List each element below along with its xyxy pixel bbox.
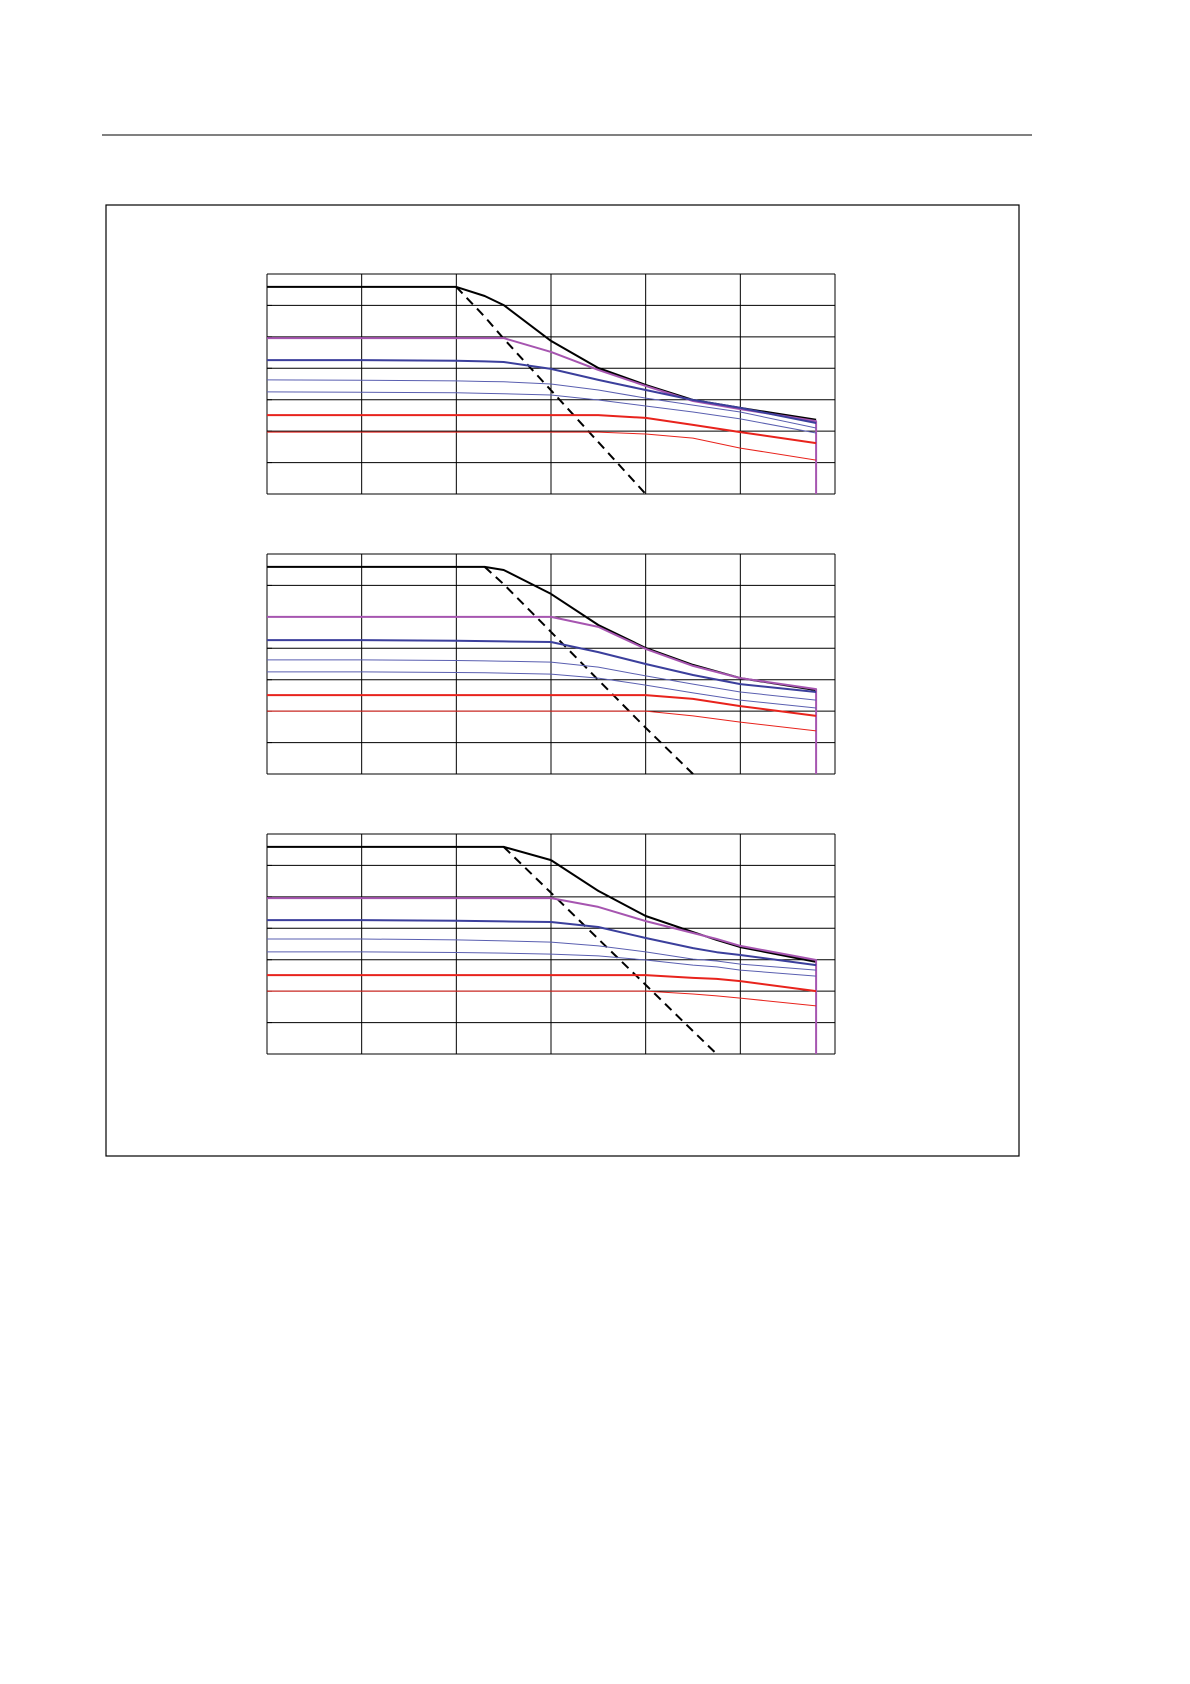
data-line <box>503 846 718 1055</box>
data-line <box>267 359 817 424</box>
data-line <box>266 379 817 429</box>
data-line <box>267 431 817 461</box>
data-line <box>267 694 817 717</box>
data-line <box>484 566 694 775</box>
data-line <box>267 990 817 1007</box>
data-line <box>267 414 817 445</box>
data-line <box>267 639 817 693</box>
data-line <box>266 391 817 434</box>
data-line <box>267 710 817 732</box>
data-line <box>267 951 817 977</box>
data-line <box>267 938 817 971</box>
data-line <box>267 671 817 709</box>
figure-frame <box>105 204 1020 1157</box>
data-line <box>267 974 817 993</box>
data-line <box>267 659 817 701</box>
data-line <box>267 919 817 967</box>
data-line <box>267 615 818 774</box>
data-line <box>267 897 818 1054</box>
